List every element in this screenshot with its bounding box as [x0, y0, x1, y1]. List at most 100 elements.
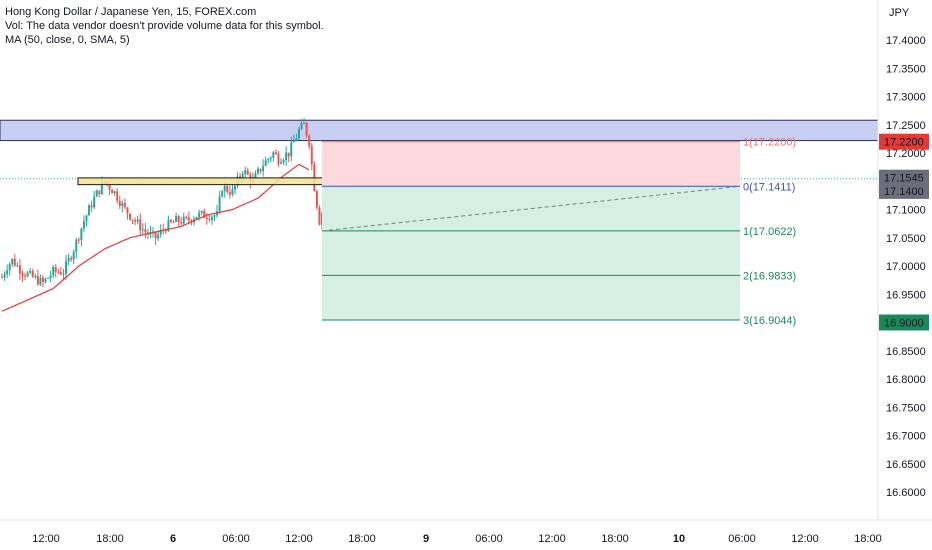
time-tick-label: 18:00 [96, 533, 124, 545]
candle-body [121, 202, 124, 207]
candle-body [280, 162, 283, 164]
candle-body [13, 258, 16, 266]
candle-body [88, 205, 91, 216]
candle-body [95, 190, 98, 197]
candle-body [223, 186, 226, 192]
candle-body [21, 273, 24, 276]
target-zone[interactable] [322, 186, 740, 321]
time-tick-label: 6 [170, 533, 176, 545]
target-label-1: 1(17.0622) [743, 226, 796, 238]
candle-body [85, 215, 88, 222]
candle-body [82, 221, 85, 229]
candle-body [226, 186, 229, 193]
price-tick-label: 16.7000 [886, 431, 926, 443]
candle-body [274, 152, 277, 155]
candle-body [205, 217, 208, 219]
price-tick-label: 17.3000 [886, 92, 926, 104]
candle-body [282, 160, 285, 163]
candle-body [44, 278, 47, 282]
candle-body [228, 192, 231, 195]
candle-body [18, 265, 21, 274]
candle-body [34, 275, 37, 277]
candle-body [172, 221, 175, 223]
price-badge-4 [879, 314, 929, 331]
candle-body [41, 277, 44, 282]
candle-body [318, 207, 321, 225]
candle-body [272, 152, 275, 158]
candle-body [308, 135, 311, 147]
candle-body [54, 267, 57, 272]
candle-body [210, 216, 213, 220]
candle-body [65, 261, 67, 274]
time-axis[interactable]: 12:00 18:00 6 06:00 12:00 18:00 9 06:00 12:00 18:… [32, 533, 882, 545]
candle-body [231, 189, 234, 195]
candle-body [190, 220, 193, 223]
time-tick-label: 12:00 [538, 533, 566, 545]
entry-label: 0(17.1411) [743, 181, 795, 193]
candle-body [213, 215, 216, 217]
price-tick-label: 17.2000 [886, 148, 926, 160]
candle-body [154, 231, 157, 239]
time-tick-label: 12:00 [32, 533, 60, 545]
candle-body [152, 231, 155, 233]
time-tick-label: 12:00 [791, 533, 819, 545]
candle-body [177, 216, 180, 222]
ma-indicator-label[interactable]: MA (50, close, 0, SMA, 5) [5, 34, 130, 46]
candle-body [29, 270, 32, 273]
candle-body [100, 182, 103, 194]
time-tick-label: 06:00 [728, 533, 756, 545]
candle-body [303, 122, 306, 124]
candle-body [292, 140, 295, 143]
price-tick-label: 16.8000 [886, 374, 926, 386]
candle-body [1, 277, 3, 279]
candle-body [239, 176, 242, 178]
time-tick-label: 18:00 [854, 533, 882, 545]
candle-body [134, 219, 137, 222]
position-tool[interactable]: 1(17.2200) 0(17.1411) 1(17.0622) 2(16.9833)… [321, 137, 796, 327]
candle-body [315, 191, 318, 208]
candle-body [131, 219, 134, 221]
candle-body [157, 234, 160, 239]
candle-body [59, 272, 62, 275]
time-tick-label: 18:00 [601, 533, 629, 545]
candle-body [185, 216, 188, 218]
candle-body [8, 264, 11, 271]
candle-body [257, 168, 259, 174]
candle-body [52, 267, 55, 276]
price-tick-label: 17.3500 [886, 63, 926, 75]
candle-body [136, 219, 139, 222]
time-tick-label: 06:00 [475, 533, 503, 545]
price-tick-label: 16.8500 [886, 346, 926, 358]
candle-body [198, 212, 201, 217]
candle-body [70, 257, 73, 260]
candle-body [175, 216, 178, 222]
candle-body [26, 272, 29, 277]
target-label-2: 2(16.9833) [743, 270, 796, 282]
candle-body [244, 170, 247, 174]
candle-body [159, 229, 162, 235]
price-tick-label: 17.1000 [886, 205, 926, 217]
price-tick-label: 16.6500 [886, 459, 926, 471]
candle-body [108, 184, 111, 190]
candle-body [305, 122, 308, 136]
candle-body [233, 186, 236, 190]
stop-zone[interactable] [322, 141, 740, 187]
candle-body [39, 277, 42, 285]
candle-body [141, 229, 144, 231]
symbol-title[interactable]: Hong Kong Dollar / Japanese Yen, 15, FOR… [5, 6, 257, 18]
candle-body [246, 170, 249, 175]
volume-indicator-label[interactable]: Vol: The data vendor doesn't provide vol… [5, 20, 324, 32]
price-badge-text: 17.1400 [884, 186, 924, 198]
candle-body [16, 265, 19, 267]
candle-body [262, 165, 265, 172]
price-tick-label: 17.4000 [886, 35, 926, 47]
time-tick-label: 10 [673, 533, 685, 545]
candle-body [300, 123, 303, 130]
candle-body [75, 239, 78, 252]
target-label-3: 3(16.9044) [743, 315, 796, 327]
price-badge-1 [879, 133, 929, 150]
price-tick-label: 16.7500 [886, 402, 926, 414]
candle-body [287, 152, 290, 157]
candle-body [62, 273, 65, 275]
